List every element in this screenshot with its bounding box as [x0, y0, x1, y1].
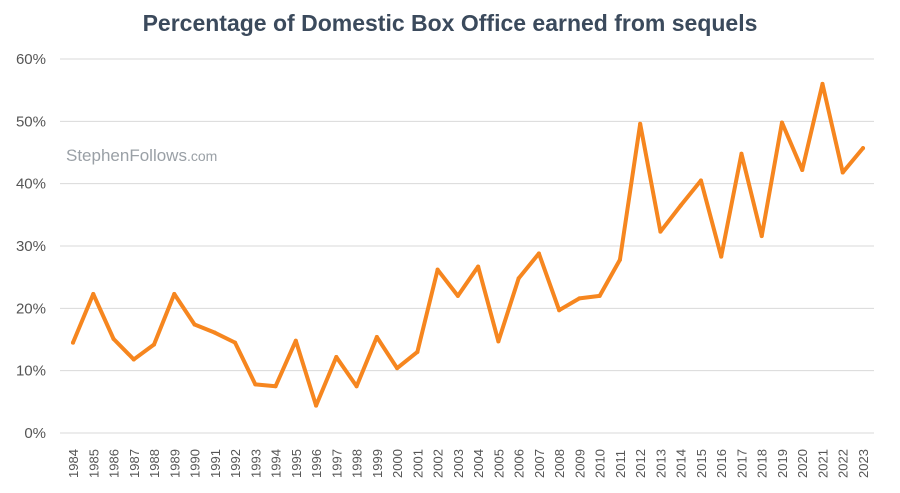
- data-point: [71, 340, 75, 345]
- x-tick-label: 2015: [694, 449, 709, 478]
- data-point: [314, 403, 319, 408]
- x-tick-label: 2020: [795, 449, 810, 478]
- x-tick-label: 2022: [836, 449, 851, 478]
- series-layer: [71, 81, 865, 408]
- y-tick-label: 40%: [16, 176, 46, 193]
- x-axis-ticks: 1984 1985 1986 1987 1988 1989 1990 1991 1992 1993…: [66, 449, 871, 478]
- x-tick-label: 2001: [410, 449, 425, 478]
- data-point: [233, 340, 238, 345]
- x-tick-label: 2010: [593, 449, 608, 478]
- data-point: [759, 234, 764, 239]
- data-point: [840, 170, 845, 175]
- data-point: [152, 342, 157, 347]
- x-tick-label: 2009: [572, 449, 587, 478]
- y-tick-label: 10%: [16, 363, 46, 380]
- x-tick-label: 2018: [755, 449, 770, 478]
- data-point: [496, 339, 501, 344]
- data-point: [111, 336, 116, 341]
- data-point: [617, 257, 622, 262]
- x-tick-label: 2016: [714, 449, 729, 478]
- watermark-name: StephenFollows: [66, 146, 187, 165]
- x-tick-label: 2006: [512, 449, 527, 478]
- data-point: [516, 276, 521, 281]
- x-tick-label: 1998: [350, 449, 365, 478]
- x-tick-label: 1987: [127, 449, 142, 478]
- chart-title: Percentage of Domestic Box Office earned…: [142, 10, 758, 36]
- data-point: [719, 254, 724, 259]
- data-point: [455, 293, 460, 298]
- x-tick-label: 2017: [734, 449, 749, 478]
- data-point: [739, 151, 744, 156]
- data-point: [354, 384, 359, 389]
- x-tick-label: 1995: [289, 449, 304, 478]
- data-point: [435, 267, 440, 272]
- x-tick-label: 2007: [532, 449, 547, 478]
- x-tick-label: 2013: [653, 449, 668, 478]
- watermark: StephenFollows.com: [66, 146, 217, 166]
- x-tick-label: 1994: [269, 449, 284, 478]
- y-tick-label: 50%: [16, 113, 46, 130]
- x-tick-label: 2002: [431, 449, 446, 478]
- data-point: [698, 178, 703, 183]
- y-tick-label: 0%: [24, 425, 46, 442]
- y-tick-label: 60%: [16, 51, 46, 68]
- data-point: [861, 146, 865, 151]
- data-point: [415, 349, 420, 354]
- x-tick-label: 2004: [471, 449, 486, 478]
- x-tick-label: 1986: [107, 449, 122, 478]
- x-tick-label: 1991: [208, 449, 223, 478]
- gridlines: [60, 58, 874, 434]
- x-tick-label: 2019: [775, 449, 790, 478]
- data-point: [253, 382, 258, 387]
- data-point: [334, 354, 339, 359]
- x-tick-label: 1999: [370, 449, 385, 478]
- x-tick-label: 2000: [390, 449, 405, 478]
- data-point: [212, 330, 217, 335]
- x-tick-label: 1996: [309, 449, 324, 478]
- x-tick-label: 1984: [66, 449, 81, 478]
- x-tick-label: 1989: [167, 449, 182, 478]
- x-tick-label: 1988: [147, 449, 162, 478]
- x-tick-label: 2012: [633, 449, 648, 478]
- x-tick-label: 2005: [491, 449, 506, 478]
- data-point: [820, 81, 825, 86]
- x-tick-label: 1992: [228, 449, 243, 478]
- data-point: [577, 296, 582, 301]
- data-point: [293, 338, 298, 343]
- data-point: [395, 366, 400, 371]
- data-point: [658, 229, 663, 234]
- data-point: [597, 293, 602, 298]
- data-point: [779, 120, 784, 125]
- y-axis-ticks: 0% 10% 20% 30% 40% 50% 60%: [16, 51, 46, 442]
- data-point: [192, 322, 197, 327]
- x-tick-label: 2008: [552, 449, 567, 478]
- x-tick-label: 2003: [451, 449, 466, 478]
- series-line: [71, 81, 865, 408]
- data-point: [91, 291, 96, 296]
- data-point: [557, 308, 562, 313]
- data-point: [638, 121, 643, 126]
- x-tick-label: 1990: [188, 449, 203, 478]
- y-tick-label: 30%: [16, 238, 46, 255]
- data-point: [678, 203, 683, 208]
- data-point: [131, 357, 136, 362]
- x-tick-label: 2014: [674, 449, 689, 478]
- x-tick-label: 1993: [248, 449, 263, 478]
- y-tick-label: 20%: [16, 300, 46, 317]
- data-point: [273, 384, 278, 389]
- x-tick-label: 2011: [613, 450, 628, 478]
- x-tick-label: 1997: [329, 449, 344, 478]
- data-point: [374, 335, 379, 340]
- data-point: [800, 167, 805, 172]
- data-point: [536, 251, 541, 256]
- watermark-suffix: .com: [186, 148, 218, 164]
- x-tick-label: 1985: [86, 449, 101, 478]
- x-tick-label: 2021: [815, 449, 830, 478]
- x-tick-label: 2023: [856, 449, 871, 478]
- data-point: [476, 264, 481, 269]
- data-point: [172, 291, 177, 296]
